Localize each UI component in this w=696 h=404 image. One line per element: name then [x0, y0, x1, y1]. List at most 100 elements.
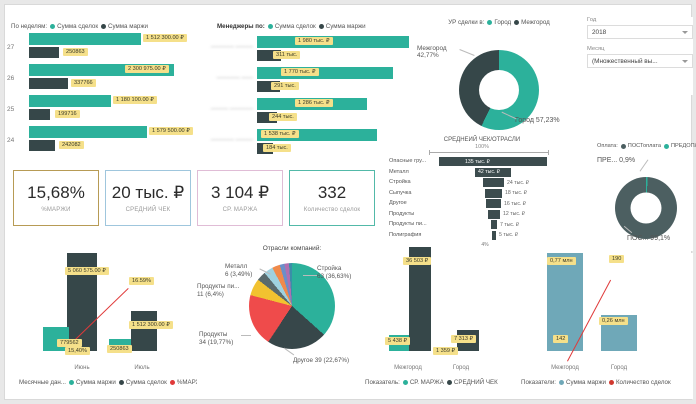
payment-callout-prepay: ПРЕ... 0,9% — [597, 157, 636, 164]
legend-item-margin-sum[interactable]: Сумма маржи — [559, 379, 606, 386]
data-label-check-mezhgorod: 36 503 ₽ — [403, 257, 432, 265]
kpi-card-avg-margin[interactable]: 3 104 ₽ СР. МАРЖА — [197, 170, 283, 226]
legend-item-margin[interactable]: Сумма маржи — [101, 23, 148, 30]
funnel-value: 7 тыс. ₽ — [500, 221, 520, 228]
kpi-card-avg-check[interactable]: 20 тыс. ₽ СРЕДНИЙ ЧЕК — [105, 170, 191, 226]
chevron-down-icon[interactable] — [682, 59, 688, 63]
legend-label-margin-pct: %МАРЖИ — [176, 379, 206, 386]
legend-item-postpay[interactable]: ПОСТоплата — [620, 143, 661, 149]
industry-avg-check-funnel[interactable]: СРЕДНЕИЙ ЧЕК/ОТРАСЛИ 100% Опасные гру...… — [389, 137, 575, 249]
funnel-value: 12 тыс. ₽ — [503, 211, 526, 217]
funnel-value: 24 тыс. ₽ — [507, 179, 530, 186]
kpi-value: 15,68% — [27, 182, 85, 202]
bar-deals[interactable] — [257, 67, 393, 79]
managers-chart[interactable]: Менеджеры по: Сумма сделок Сумма маржи —… — [195, 23, 411, 155]
bar-margin-mezhgorod[interactable] — [547, 253, 583, 351]
legend-item-margin[interactable]: Сумма маржи — [68, 379, 116, 386]
weekly-row[interactable]: 24 1 579 500.00 ₽ 242082 — [7, 126, 193, 155]
funnel-row[interactable]: Продукты 12 тыс. ₽ — [389, 209, 575, 221]
funnel-bar[interactable] — [475, 167, 511, 177]
funnel-bar[interactable] — [485, 188, 502, 198]
kpi-caption: СР. МАРЖА — [222, 206, 258, 213]
legend-item-deal-count[interactable]: Количество сделок — [608, 379, 671, 386]
bar-deals[interactable] — [29, 126, 147, 138]
weekly-row[interactable]: 25 1 180 100.00 ₽ 199716 — [7, 95, 193, 124]
funnel-row[interactable]: Опасные гру... 135 тыс. ₽ — [389, 157, 575, 168]
pie-label-produkty: Продукты 34 (19,77%) — [199, 331, 233, 346]
city-avg-check-chart[interactable]: 36 503 ₽ 5 438 ₽ 7 313 ₽ 1 359 ₽ Межгоро… — [361, 247, 519, 399]
legend-item-deals[interactable]: Сумма сделок — [267, 23, 316, 30]
funnel-row[interactable]: Продукты пи... 7 тыс. ₽ — [389, 220, 575, 231]
funnel-row[interactable]: Другое 16 тыс. ₽ — [389, 199, 575, 210]
bar-margin[interactable] — [257, 112, 277, 123]
city-split-donut[interactable]: УР сделки в: Город Межгород Межгород 42,… — [415, 19, 583, 141]
leader-line — [459, 49, 475, 56]
data-label-margin-gorod: 1 359 ₽ — [433, 347, 459, 355]
legend-item-mezhgorod[interactable]: Межгород — [514, 19, 550, 26]
axis-tick-june: Июнь — [74, 365, 90, 371]
industry-pie-chart[interactable]: Отрасли компаний: Стройка 63 (36,63%) Др… — [197, 245, 387, 395]
bar-deals[interactable] — [29, 95, 111, 107]
funnel-bar[interactable] — [483, 178, 504, 187]
funnel-row[interactable]: Металл 42 тыс. ₽ — [389, 167, 575, 179]
legend-dot-margin-icon — [68, 380, 74, 385]
funnel-row[interactable]: Сыпучка 18 тыс. ₽ — [389, 188, 575, 200]
bar-deals[interactable] — [257, 36, 409, 48]
bar-margin[interactable] — [29, 47, 59, 58]
bar-avg-check-mezhgorod[interactable] — [409, 247, 431, 351]
slicer-month-dropdown[interactable]: (Множественный вы... — [587, 54, 693, 68]
funnel-bar[interactable] — [439, 157, 547, 166]
manager-row[interactable]: ———— —— 1 770 тыс. ₽ 291 тыс. — [195, 67, 411, 96]
data-label-margin: 250863 — [63, 48, 88, 56]
legend-label-gorod: Город — [494, 19, 512, 26]
legend-item-prepay[interactable]: ПРЕДОПЛАТА — [664, 143, 696, 149]
data-label-margin-july: 250863 — [107, 345, 132, 353]
legend-item-margin-pct[interactable]: %МАРЖИ — [169, 379, 206, 386]
manager-row[interactable]: ——— ———— 1 286 тыс. ₽ 244 тыс. — [195, 98, 411, 127]
funnel-row[interactable]: Полиграфия 5 тыс. ₽ — [389, 230, 575, 242]
data-label-margin-mezhgorod: 5 438 ₽ — [385, 337, 411, 345]
bar-margin[interactable] — [29, 109, 50, 120]
pie-chart[interactable] — [249, 263, 335, 349]
legend-item-gorod[interactable]: Город — [487, 19, 511, 26]
payment-type-donut[interactable]: Оплата: ПОСТоплата ПРЕДОПЛАТА ПРЕ... 0,9… — [597, 143, 696, 251]
slicer-panel[interactable]: Год 2018 Месяц (Множественный вы... — [587, 17, 693, 95]
axis-tick-week: 26 — [7, 75, 15, 82]
funnel-bar[interactable] — [488, 209, 500, 219]
slicer-year-dropdown[interactable]: 2018 — [587, 25, 693, 39]
legend-dot-prepay-icon — [664, 143, 670, 149]
funnel-bar[interactable] — [491, 220, 497, 229]
funnel-bar[interactable] — [492, 230, 496, 240]
legend-label-deals: Сумма сделок — [125, 379, 167, 386]
kpi-card-margin-pct[interactable]: 15,68% %МАРЖИ — [13, 170, 99, 226]
manager-row[interactable]: ———— ——— 1 980 тыс. ₽ 311 тыс. — [195, 36, 411, 65]
weekly-row[interactable]: 27 1 512 300.00 ₽ 250863 — [7, 33, 193, 62]
funnel-label: Другое — [389, 200, 407, 206]
city-margin-deals-chart[interactable]: 0,77 млн 142 0,26 млн 190 Межгород Город… — [521, 253, 693, 399]
manager-row[interactable]: ———— ——— 1 538 тыс. ₽ 184 тыс. — [195, 129, 411, 158]
bar-margin[interactable] — [29, 78, 68, 89]
bar-deals-july[interactable] — [131, 311, 157, 351]
legend-item-avg-margin[interactable]: СР. МАРЖА — [402, 379, 444, 386]
citymid-plot-area: 36 503 ₽ 5 438 ₽ 7 313 ₽ 1 359 ₽ — [361, 247, 519, 365]
legend-item-avg-check[interactable]: СРЕДНИЙ ЧЕК — [446, 379, 498, 386]
bar-margin[interactable] — [257, 50, 281, 61]
legend-item-margin[interactable]: Сумма маржи — [318, 23, 366, 30]
legend-item-deals[interactable]: Сумма сделок — [50, 23, 98, 30]
funnel-row[interactable]: Стройка 24 тыс. ₽ — [389, 178, 575, 189]
donut-chart[interactable] — [459, 50, 539, 130]
weekly-row[interactable]: 26 2 300 975.00 ₽ 337766 — [7, 64, 193, 93]
manager-name: ——— ———— — [210, 106, 253, 112]
citymid-legend-title: Показатель: — [365, 379, 400, 386]
bar-margin[interactable] — [29, 140, 55, 151]
kpi-card-deal-count[interactable]: 332 Количество сделок — [289, 170, 375, 226]
funnel-bar[interactable] — [486, 199, 501, 208]
bar-margin[interactable] — [257, 81, 280, 92]
donut-chart[interactable] — [615, 177, 677, 239]
weekly-deals-chart[interactable]: По неделям: Сумма сделок Сумма маржи 27 … — [7, 23, 193, 155]
bar-deals[interactable] — [29, 33, 141, 45]
legend-dot-postpay-icon — [620, 143, 626, 149]
chevron-down-icon[interactable] — [682, 30, 688, 34]
legend-item-deals[interactable]: Сумма сделок — [118, 379, 167, 386]
kpi-value: 20 тыс. ₽ — [111, 182, 185, 202]
